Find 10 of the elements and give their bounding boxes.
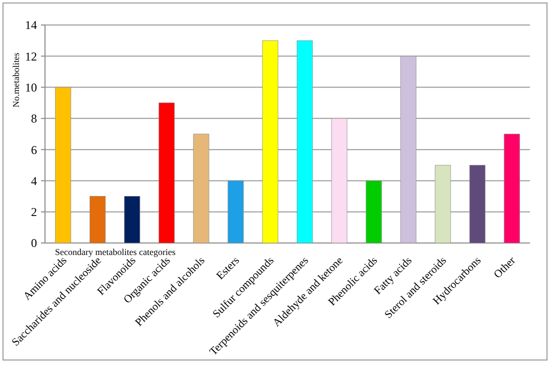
y-tick-label: 0 [31,236,37,250]
y-tick-label: 10 [25,80,37,94]
y-tick-label: 4 [31,174,37,188]
y-axis-title: No.metabolites [11,52,21,108]
y-tick-label: 2 [31,205,37,220]
y-tick-label: 12 [25,49,37,64]
x-axis-title: Secondary metabolites categories [55,247,176,257]
y-tick-label: 14 [25,18,37,32]
y-tick-label: 8 [31,112,37,126]
y-tick-label: 6 [31,142,37,157]
